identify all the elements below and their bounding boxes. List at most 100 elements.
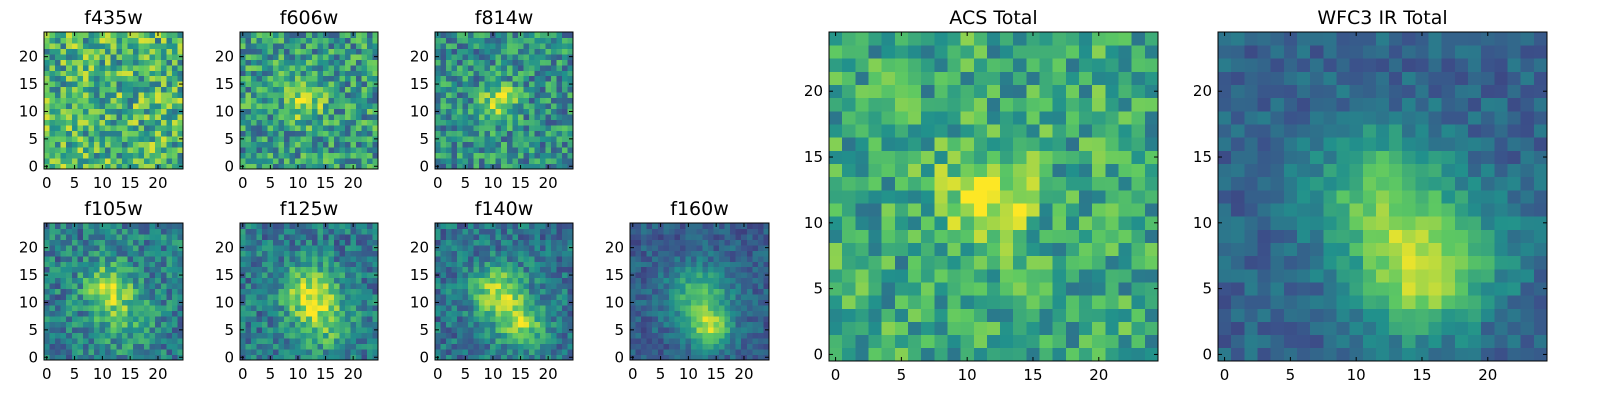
pixel <box>339 332 346 339</box>
pixel <box>550 32 557 38</box>
pixel <box>160 59 167 66</box>
pixel <box>71 86 78 93</box>
pixel <box>116 48 123 55</box>
pixel <box>567 59 574 66</box>
pixel <box>171 305 178 312</box>
pixel <box>251 136 257 142</box>
pixel <box>262 239 268 246</box>
pixel <box>501 272 508 279</box>
pixel <box>177 305 184 312</box>
pixel <box>468 147 475 153</box>
pixel <box>344 338 351 344</box>
pixel <box>641 266 648 273</box>
pixel <box>251 59 257 66</box>
pixel <box>344 103 351 110</box>
pixel <box>110 343 117 350</box>
pixel <box>366 53 373 60</box>
pixel <box>278 37 285 44</box>
pixel <box>696 294 703 301</box>
pixel <box>479 316 486 323</box>
pixel <box>155 244 162 251</box>
pixel <box>60 349 67 355</box>
pixel <box>361 97 368 104</box>
pixel <box>550 316 557 323</box>
pixel <box>121 316 128 323</box>
pixel <box>328 75 335 82</box>
pixel <box>1065 334 1080 349</box>
pixel <box>446 114 452 121</box>
pixel <box>495 75 502 82</box>
pixel <box>567 277 574 284</box>
pixel <box>88 108 95 115</box>
pixel <box>256 332 263 339</box>
pixel <box>333 223 340 229</box>
pixel <box>99 272 106 279</box>
pixel <box>328 294 335 301</box>
pixel <box>99 321 106 328</box>
pixel <box>171 343 178 350</box>
pixel <box>171 288 178 295</box>
pixel <box>457 349 463 355</box>
pixel <box>339 141 346 148</box>
x-tick-label: 20 <box>344 365 363 383</box>
pixel <box>462 338 469 344</box>
pixel <box>1118 255 1133 270</box>
pixel <box>451 299 458 306</box>
pixel <box>144 327 151 333</box>
pixel <box>1065 321 1080 336</box>
pixel <box>311 228 318 235</box>
pixel <box>490 125 497 132</box>
pixel <box>306 250 313 257</box>
y-tick-label: 20 <box>19 48 38 66</box>
pixel <box>49 108 56 115</box>
pixel <box>685 305 692 312</box>
pixel <box>166 48 173 55</box>
pixel <box>685 277 692 284</box>
pixel <box>451 294 458 301</box>
pixel <box>155 119 162 126</box>
pixel <box>473 103 480 110</box>
pixel <box>295 338 302 344</box>
pixel <box>457 288 463 295</box>
pixel <box>641 250 648 257</box>
pixel <box>149 277 156 284</box>
pixel <box>457 223 463 229</box>
pixel <box>116 354 123 361</box>
pixel <box>501 244 508 251</box>
pixel <box>166 321 173 328</box>
pixel <box>155 108 162 115</box>
y-tick-label: 10 <box>410 293 429 311</box>
pixel <box>696 305 703 312</box>
pixel <box>868 163 883 178</box>
pixel <box>289 70 296 77</box>
pixel <box>457 272 463 279</box>
pixel <box>88 114 95 121</box>
pixel <box>155 86 162 93</box>
pixel <box>462 147 469 153</box>
pixel <box>82 272 89 279</box>
pixel <box>451 310 458 317</box>
pixel <box>160 32 167 38</box>
pixel <box>868 295 883 309</box>
pixel <box>344 48 351 55</box>
pixel <box>545 75 552 82</box>
pixel <box>55 32 62 38</box>
pixel <box>251 266 257 273</box>
pixel <box>273 321 280 328</box>
pixel <box>284 283 291 290</box>
pixel <box>355 294 362 301</box>
pixel <box>534 53 541 60</box>
pixel <box>501 32 508 38</box>
pixel <box>306 277 313 284</box>
pixel <box>105 152 112 159</box>
pixel <box>317 338 324 344</box>
pixel <box>322 321 329 328</box>
pixel <box>256 64 263 71</box>
pixel <box>730 239 737 246</box>
pixel <box>366 223 373 229</box>
pixel <box>462 255 469 262</box>
pixel <box>435 288 441 295</box>
pixel <box>160 228 167 235</box>
pixel <box>468 316 475 323</box>
pixel <box>289 59 296 66</box>
